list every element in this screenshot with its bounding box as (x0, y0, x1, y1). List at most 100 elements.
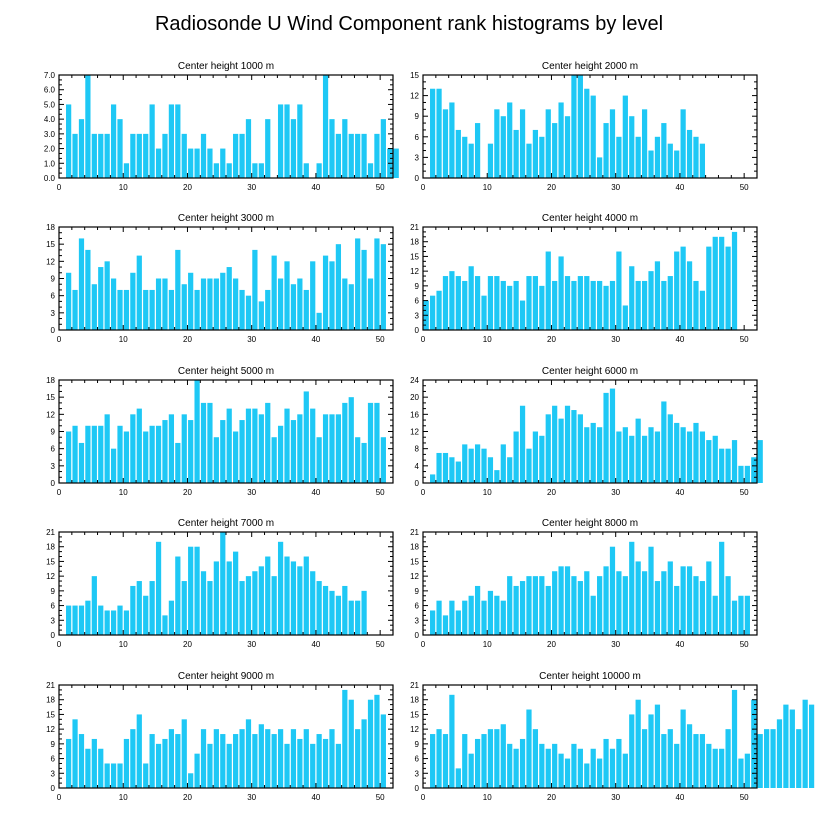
histogram-bar (532, 129, 539, 178)
histogram-bar (155, 743, 162, 788)
y-tick-label: 3 (415, 153, 420, 162)
histogram-bar (609, 748, 616, 788)
histogram-bar (751, 457, 757, 483)
histogram-bar (757, 440, 763, 483)
histogram-panel: Center height 4000 m 0 10 20 30 40 50 0 3 6 9 12 15 1… (410, 213, 758, 344)
histogram-bar (449, 102, 455, 178)
panel-title: Center height 8000 m (542, 518, 638, 529)
histogram-bar (539, 743, 545, 788)
histogram-bar (130, 414, 136, 483)
bar-group (66, 689, 386, 788)
x-tick-label: 10 (483, 793, 492, 802)
histogram-bar (355, 600, 361, 635)
histogram-bar (175, 734, 181, 788)
histogram-bar (342, 689, 348, 788)
histogram-bar (462, 600, 468, 635)
y-tick-label: 3 (51, 462, 56, 471)
histogram-bar (532, 276, 539, 330)
histogram-bar (661, 571, 667, 635)
histogram-bar (213, 729, 219, 788)
histogram-bar (442, 615, 449, 635)
histogram-bar (342, 585, 348, 635)
histogram-bar (66, 272, 72, 330)
histogram-bar (78, 442, 85, 483)
histogram-bar (239, 729, 245, 788)
x-tick-label: 40 (311, 335, 320, 344)
histogram-bar (85, 249, 91, 330)
histogram-bar (667, 561, 673, 635)
panel-title: Center height 2000 m (542, 61, 638, 72)
histogram-bar (590, 422, 596, 483)
histogram-bar (571, 280, 577, 330)
histogram-bar (616, 571, 622, 635)
histogram-bar (597, 758, 603, 788)
x-tick-label: 0 (57, 488, 62, 497)
histogram-bar (629, 714, 635, 788)
histogram-panel: Center height 10000 m 0 10 20 30 40 50 0 3 6 9 12 15… (410, 671, 815, 802)
histogram-bar (539, 285, 545, 330)
histogram-bar (245, 408, 252, 483)
histogram-bar (719, 541, 725, 635)
bar-group (66, 75, 399, 178)
x-tick-label: 20 (547, 793, 556, 802)
page-title: Radiosonde U Wind Component rank histogr… (155, 13, 663, 35)
histogram-bar (220, 420, 226, 483)
histogram-bar (277, 425, 284, 483)
histogram-bar (181, 581, 187, 635)
histogram-bar (680, 566, 686, 635)
histogram-bar (123, 610, 130, 635)
histogram-bar (680, 427, 686, 483)
histogram-bar (380, 437, 386, 483)
y-tick-label: 15 (46, 710, 55, 719)
histogram-bar (654, 431, 661, 483)
histogram-bar (252, 249, 258, 330)
histogram-bar (539, 136, 545, 178)
y-tick-label: 16 (410, 410, 419, 419)
histogram-bar (500, 444, 506, 484)
y-tick-label: 15 (46, 557, 55, 566)
histogram-bar (348, 600, 354, 635)
histogram-bar (430, 610, 436, 635)
histogram-bar (706, 440, 712, 483)
histogram-bar (233, 734, 239, 788)
histogram-bar (66, 104, 72, 178)
histogram-bar (136, 714, 142, 788)
histogram-bar (226, 267, 232, 330)
histogram-bar (661, 401, 667, 483)
x-tick-label: 40 (311, 640, 320, 649)
histogram-bar (316, 163, 322, 178)
histogram-bar (252, 163, 258, 178)
histogram-bar (348, 284, 354, 330)
bar-group (430, 75, 706, 178)
x-tick-label: 10 (483, 640, 492, 649)
x-tick-label: 30 (247, 793, 256, 802)
y-tick-label: 20 (410, 393, 419, 402)
histogram-bar (348, 397, 354, 483)
histogram-bar (162, 278, 168, 330)
histogram-bar (252, 408, 258, 483)
histogram-bar (290, 119, 297, 178)
histogram-bar (661, 734, 667, 788)
histogram-bar (284, 261, 290, 330)
x-tick-label: 30 (247, 488, 256, 497)
x-tick-label: 40 (675, 335, 684, 344)
panel-title: Center height 7000 m (178, 518, 274, 529)
histogram-bar (442, 734, 449, 788)
histogram-bar (277, 541, 284, 635)
y-tick-label: 3 (415, 769, 420, 778)
y-tick-label: 15 (410, 71, 419, 80)
histogram-bar (609, 546, 616, 635)
histogram-bar (519, 405, 526, 483)
histogram-bar (680, 246, 686, 330)
y-tick-label: 6 (51, 445, 56, 454)
histogram-bar (462, 280, 468, 330)
y-tick-label: 9 (415, 587, 420, 596)
histogram-bar (104, 610, 110, 635)
y-tick-label: 18 (46, 696, 55, 705)
y-tick-label: 15 (410, 710, 419, 719)
histogram-bar (609, 388, 616, 483)
histogram-bar (738, 465, 744, 483)
histogram-bar (290, 284, 297, 330)
histogram-bar (622, 427, 628, 483)
x-tick-label: 10 (119, 488, 128, 497)
